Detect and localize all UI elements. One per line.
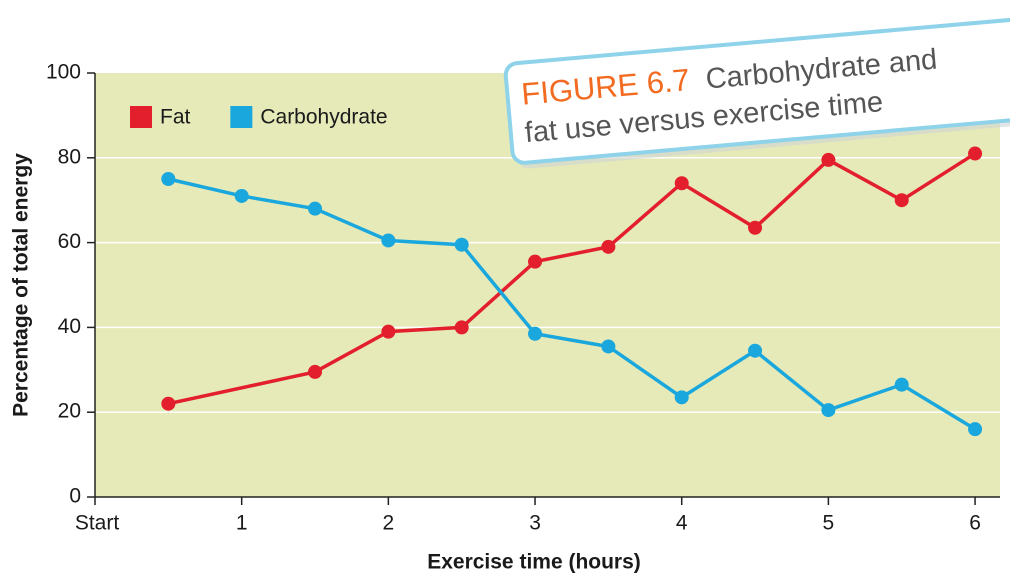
- legend-label: Fat: [160, 106, 191, 129]
- x-tick-label: Start: [75, 512, 120, 535]
- x-tick-label: 5: [823, 512, 835, 535]
- data-point: [528, 326, 543, 341]
- y-tick-label: 0: [69, 485, 81, 508]
- x-tick-label: 6: [969, 512, 981, 535]
- series-line: [167, 177, 976, 431]
- x-tick-label: 3: [529, 512, 541, 535]
- y-tick-label: 100: [46, 61, 81, 84]
- legend-swatch: [230, 106, 253, 128]
- y-tick-label: 60: [58, 230, 81, 253]
- axes: 0 20 40 60 80 100 Start 1 2 3 4 5 6: [46, 61, 1000, 535]
- x-tick-label: 4: [676, 512, 688, 535]
- lines: [161, 146, 983, 437]
- data-point: [454, 320, 469, 335]
- data-point: [748, 343, 763, 358]
- data-point: [601, 339, 616, 354]
- caption-frame: [503, 17, 1010, 165]
- x-tick-label: 1: [236, 512, 248, 535]
- data-point: [821, 403, 836, 418]
- data-point: [308, 201, 323, 216]
- legend-swatch: [130, 106, 152, 128]
- data-point: [308, 364, 323, 379]
- data-point: [161, 396, 176, 411]
- data-point: [821, 152, 836, 167]
- y-axis-label: Percentage of total energy: [10, 153, 33, 417]
- data-point: [234, 188, 249, 203]
- data-point: [161, 172, 176, 186]
- data-point: [968, 146, 983, 161]
- data-point: [454, 237, 469, 252]
- data-point: [894, 377, 909, 392]
- y-tick-label: 40: [58, 315, 81, 338]
- data-point: [381, 324, 396, 339]
- y-tick-label: 80: [58, 145, 81, 168]
- data-point: [601, 239, 616, 254]
- data-point: [674, 390, 689, 405]
- data-point: [894, 193, 909, 208]
- data-point: [968, 422, 983, 437]
- data-point: [674, 176, 689, 191]
- x-axis-label: Exercise time (hours): [427, 551, 641, 574]
- legend-label: Carbohydrate: [260, 106, 387, 129]
- data-point: [381, 233, 396, 248]
- x-tick-label: 2: [383, 512, 395, 535]
- data-point: [528, 254, 543, 269]
- data-point: [748, 220, 763, 235]
- caption-box: FIGURE 6.7 Carbohydrate and fat use vers…: [503, 17, 1010, 169]
- y-tick-label: 20: [58, 400, 81, 423]
- legend: Fat Carbohydrate: [130, 106, 388, 129]
